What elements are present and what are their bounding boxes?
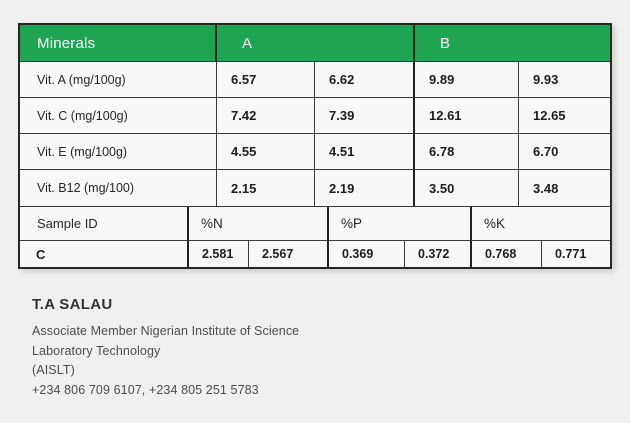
affiliation-line-2: Laboratory Technology	[32, 343, 161, 358]
minerals-table: Minerals A B Vit. A (mg/100g) 6.57 6.62 …	[18, 23, 612, 269]
contact-block: T.A SALAU Associate Member Nigerian Inst…	[32, 296, 299, 400]
value-cell: 2.15	[217, 170, 315, 206]
npk-header-k: %K	[472, 207, 610, 241]
value-cell: 3.50	[415, 170, 519, 206]
sample-id-label: Sample ID	[20, 207, 189, 241]
sample-row-label: C	[20, 241, 189, 267]
table-row-vit-a: Vit. A (mg/100g) 6.57 6.62 9.89 9.93	[20, 62, 610, 98]
value-cell: 0.372	[405, 241, 472, 267]
value-cell: 12.65	[519, 98, 610, 134]
value-cell: 9.93	[519, 62, 610, 98]
sample-header-row: Sample ID %N %P %K	[20, 206, 610, 241]
sample-row-c: C 2.581 2.567 0.369 0.372 0.768 0.771	[20, 241, 610, 267]
table-row-vit-e: Vit. E (mg/100g) 4.55 4.51 6.78 6.70	[20, 134, 610, 170]
value-cell: 0.771	[542, 241, 610, 267]
row-label: Vit. A (mg/100g)	[20, 62, 217, 98]
value-cell: 4.55	[217, 134, 315, 170]
header-cell-group-b: B	[415, 25, 610, 62]
row-label: Vit. C (mg/100g)	[20, 98, 217, 134]
value-cell: 0.369	[329, 241, 405, 267]
author-name: T.A SALAU	[32, 296, 113, 313]
header-cell-group-a: A	[217, 25, 415, 62]
header-cell-minerals: Minerals	[20, 25, 217, 62]
value-cell: 3.48	[519, 170, 610, 206]
value-cell: 9.89	[415, 62, 519, 98]
value-cell: 2.19	[315, 170, 415, 206]
value-cell: 7.42	[217, 98, 315, 134]
value-cell: 6.62	[315, 62, 415, 98]
row-label: Vit. E (mg/100g)	[20, 134, 217, 170]
npk-header-n: %N	[189, 207, 329, 241]
value-cell: 6.78	[415, 134, 519, 170]
phone-numbers: +234 806 709 6107, +234 805 251 5783	[32, 382, 259, 397]
affiliation-line-1: Associate Member Nigerian Institute of S…	[32, 324, 300, 338]
affiliation-acronym: (AISLT)	[32, 363, 75, 377]
value-cell: 0.768	[472, 241, 542, 267]
table-row-vit-c: Vit. C (mg/100g) 7.42 7.39 12.61 12.65	[20, 98, 610, 134]
value-cell: 6.70	[519, 134, 610, 170]
row-label: Vit. B12 (mg/100)	[20, 170, 217, 206]
table-row-vit-b12: Vit. B12 (mg/100) 2.15 2.19 3.50 3.48	[20, 170, 610, 206]
value-cell: 2.581	[189, 241, 249, 267]
table-header-row: Minerals A B	[20, 25, 610, 62]
value-cell: 7.39	[315, 98, 415, 134]
value-cell: 4.51	[315, 134, 415, 170]
value-cell: 6.57	[217, 62, 315, 98]
value-cell: 2.567	[249, 241, 329, 267]
npk-header-p: %P	[329, 207, 472, 241]
value-cell: 12.61	[415, 98, 519, 134]
